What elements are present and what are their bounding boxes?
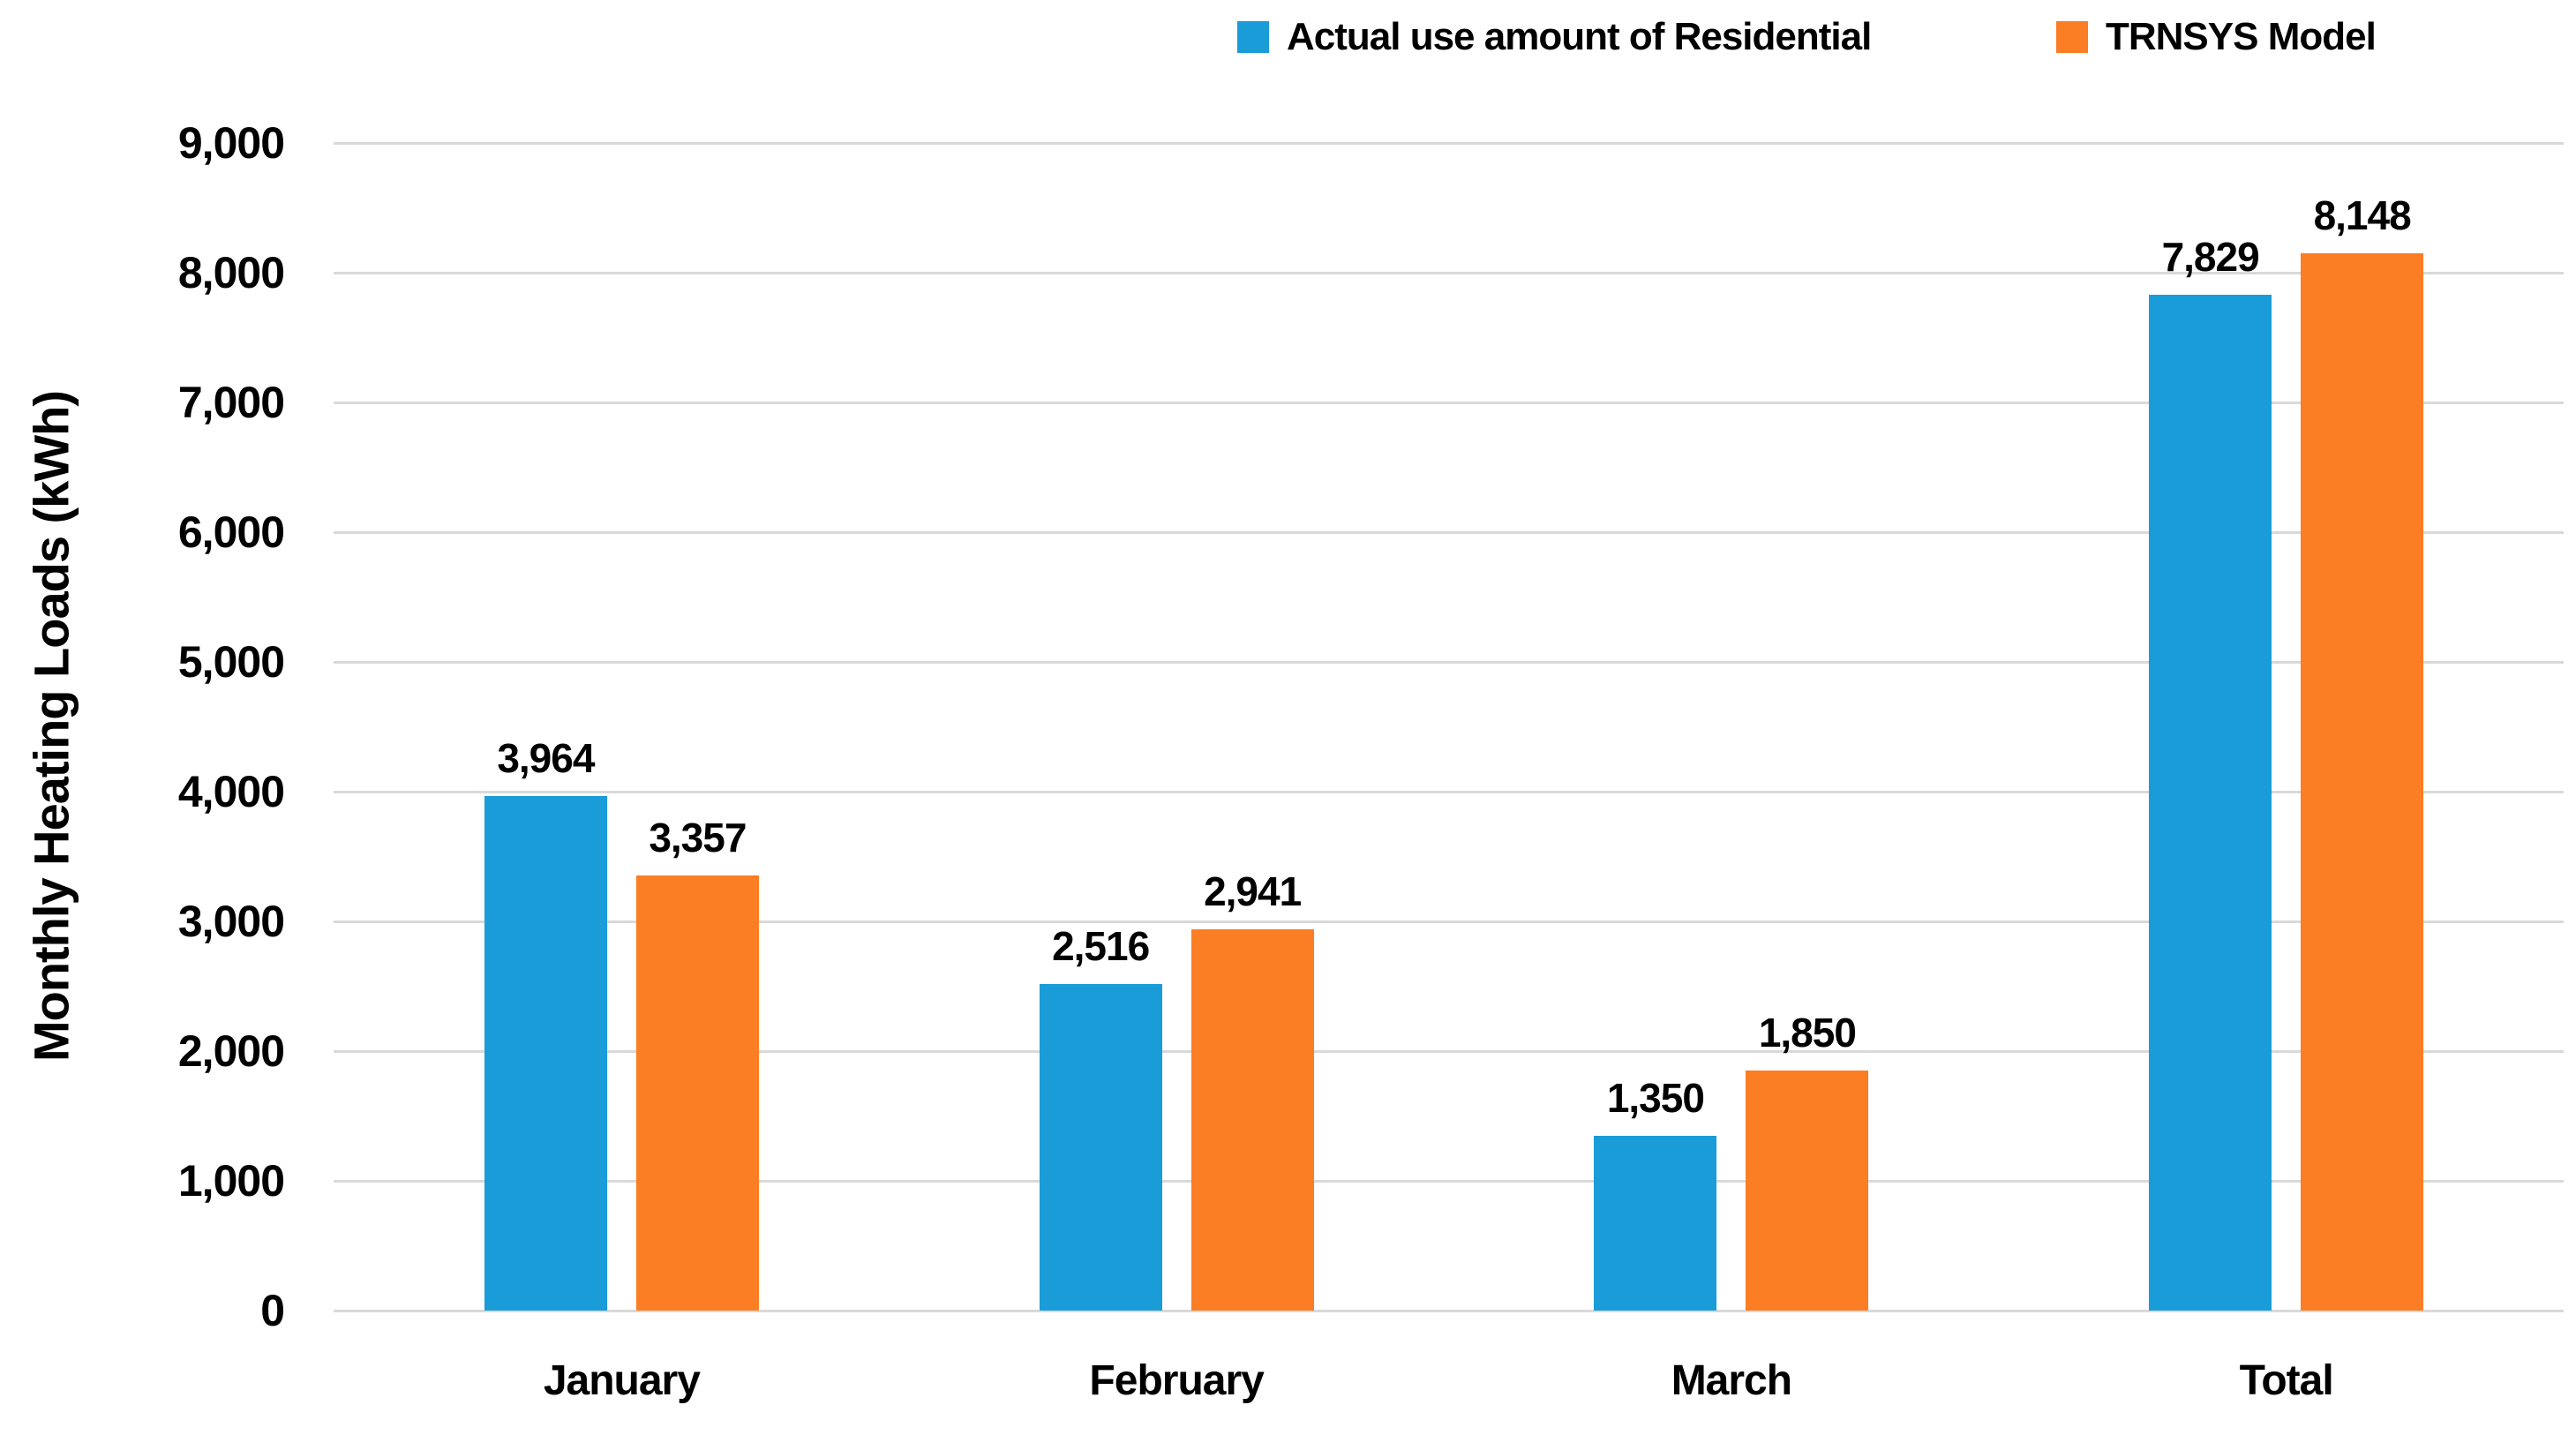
bar-actual-total (2149, 295, 2272, 1311)
bar-actual-march (1594, 1135, 1717, 1311)
bar-value-label: 7,829 (2161, 234, 2260, 281)
y-gridline (334, 141, 2564, 145)
bar-actual-january (484, 796, 607, 1311)
y-gridline (334, 660, 2564, 664)
y-axis-tick-label: 7,000 (177, 378, 285, 427)
bar-value-label: 2,941 (1204, 868, 1302, 914)
y-axis-tick-label: 3,000 (177, 897, 285, 946)
bar-trnsys-february (1190, 928, 1314, 1311)
legend-item-actual: Actual use amount of Residential (1237, 11, 1872, 64)
y-axis-tick-label: 8,000 (177, 248, 285, 297)
bar-value-label: 3,964 (497, 735, 595, 782)
y-axis-tick-label: 0 (260, 1286, 285, 1335)
y-gridline (334, 920, 2564, 923)
y-gridline (334, 271, 2564, 274)
x-axis-category-label: March (1671, 1357, 1792, 1404)
x-axis-category-label: February (1089, 1357, 1264, 1404)
bar-trnsys-march (1746, 1071, 1869, 1311)
bar-value-label: 3,357 (649, 814, 747, 860)
y-gridline (334, 1309, 2564, 1312)
y-axis-tick-label: 5,000 (177, 637, 285, 687)
y-gridline (334, 1049, 2564, 1053)
legend-label-actual: Actual use amount of Residential (1287, 15, 1872, 58)
y-axis-tick-label: 4,000 (177, 767, 285, 816)
y-gridline (334, 401, 2564, 404)
y-axis-tick-label: 9,000 (177, 118, 285, 168)
legend-swatch-actual-icon (1237, 21, 1269, 53)
plot-area: 0 1,000 2,000 3,000 4,000 5,000 6,000 7,000 8,00… (178, 121, 2564, 1402)
bar-trnsys-total (2301, 253, 2424, 1311)
y-axis-tick-label: 6,000 (177, 507, 285, 557)
bar-value-label: 1,850 (1758, 1010, 1857, 1056)
bar-trnsys-january (635, 875, 759, 1311)
bar-value-label: 8,148 (2313, 192, 2412, 239)
y-gridline (334, 1179, 2564, 1183)
legend-label-trnsys: TRNSYS Model (2106, 15, 2377, 58)
legend-swatch-trnsys-icon (2056, 21, 2088, 53)
bar-value-label: 1,350 (1606, 1074, 1705, 1121)
y-axis-title: Monthly Heating Loads (kWh) (23, 390, 79, 1063)
x-axis-category-label: January (543, 1357, 701, 1404)
y-axis-tick-label: 1,000 (177, 1156, 285, 1206)
y-axis-tick-label: 2,000 (177, 1026, 285, 1076)
x-axis-category-label: Total (2239, 1357, 2334, 1404)
y-gridline (334, 790, 2564, 793)
bar-actual-february (1039, 984, 1162, 1311)
bar-value-label: 2,516 (1052, 923, 1150, 970)
y-gridline (334, 530, 2564, 534)
legend-item-trnsys: TRNSYS Model (2056, 11, 2377, 64)
